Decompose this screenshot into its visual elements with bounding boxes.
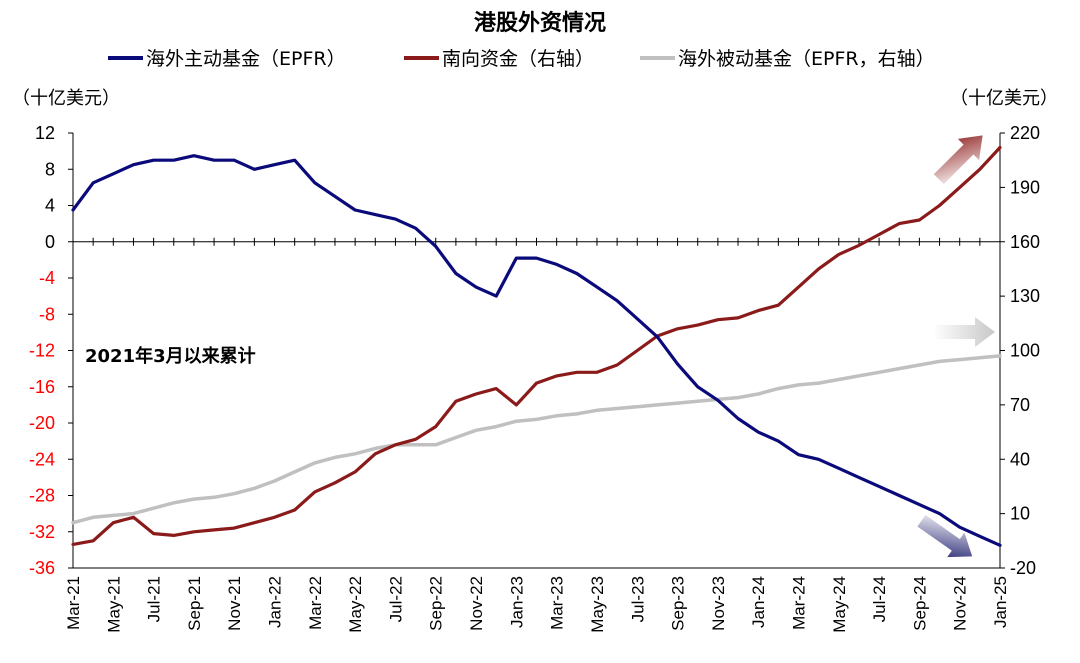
right-axis-unit: （十亿美元） (950, 88, 1058, 109)
x-tick-label: Mar-21 (64, 576, 83, 630)
series-layer (71, 145, 1002, 547)
right-tick-label: 190 (1010, 177, 1040, 197)
x-tick-label: Mar-23 (548, 576, 567, 630)
x-tick-label: Nov-22 (467, 576, 486, 631)
legend-label-passive-fund: 海外被动基金（EPFR，右轴） (678, 48, 935, 70)
x-tick-label: Jul-24 (870, 576, 889, 622)
arrow-up-right-icon (933, 135, 983, 185)
left-tick-label: -28 (29, 486, 55, 506)
arrow-right-icon (933, 317, 995, 347)
right-tick-label: 130 (1010, 286, 1040, 306)
trend-arrows (917, 135, 995, 558)
x-tick-label: Jan-24 (749, 576, 768, 628)
x-tick-label: Jul-23 (628, 576, 647, 622)
x-tick-label: May-21 (104, 576, 123, 633)
right-tick-label: -20 (1010, 558, 1036, 578)
x-tick-label: May-24 (830, 576, 849, 633)
left-axis-unit: （十亿美元） (12, 88, 120, 109)
arrow-down-right-icon (917, 515, 973, 558)
x-tick-label: Jan-25 (991, 576, 1010, 628)
x-tick-label: Nov-21 (225, 576, 244, 631)
x-tick-label: Sep-22 (427, 576, 446, 631)
series-line-0 (71, 154, 1002, 547)
x-tick-label: Mar-24 (789, 576, 808, 630)
arrow-down-right-icon-shape (917, 515, 973, 558)
x-tick-label: May-23 (588, 576, 607, 633)
cumulative-annotation: 2021年3月以来累计 (85, 345, 256, 367)
x-tick-label: Mar-22 (306, 576, 325, 630)
right-tick-label: 40 (1010, 449, 1030, 469)
left-tick-label: -4 (39, 268, 55, 288)
x-tick-label: Sep-21 (185, 576, 204, 631)
left-tick-label: -36 (29, 558, 55, 578)
left-tick-label: 12 (35, 123, 55, 143)
arrow-right-icon-shape (933, 317, 995, 347)
x-tick-label: Nov-24 (951, 576, 970, 631)
legend-label-active-fund: 海外主动基金（EPFR） (146, 48, 346, 70)
series-line-1 (71, 145, 1002, 547)
chart-title: 港股外资情况 (474, 10, 606, 36)
x-tick-label: May-22 (346, 576, 365, 633)
axes: 12840-4-8-12-16-20-24-28-32-362201901601… (29, 123, 1040, 633)
left-tick-label: -24 (29, 449, 55, 469)
x-tick-label: Nov-23 (709, 576, 728, 631)
x-tick-label: Sep-23 (669, 576, 688, 631)
right-tick-label: 70 (1010, 395, 1030, 415)
x-tick-label: Jul-22 (386, 576, 405, 622)
x-tick-label: Jan-22 (266, 576, 285, 628)
x-tick-label: Jul-21 (145, 576, 164, 622)
left-tick-label: 8 (45, 159, 55, 179)
right-tick-label: 160 (1010, 232, 1040, 252)
arrow-up-right-icon-shape (933, 135, 983, 185)
left-tick-label: -20 (29, 413, 55, 433)
x-tick-label: Sep-24 (910, 576, 929, 631)
left-tick-label: -16 (29, 377, 55, 397)
left-tick-label: 4 (45, 196, 55, 216)
left-tick-label: -32 (29, 522, 55, 542)
legend: 海外主动基金（EPFR） 南向资金（右轴） 海外被动基金（EPFR，右轴） (108, 48, 935, 70)
right-tick-label: 220 (1010, 123, 1040, 143)
x-tick-label: Jan-23 (507, 576, 526, 628)
left-tick-label: -8 (39, 304, 55, 324)
legend-label-southbound: 南向资金（右轴） (442, 48, 594, 70)
left-tick-label: -12 (29, 341, 55, 361)
right-tick-label: 100 (1010, 341, 1040, 361)
series-line-2 (71, 354, 1002, 525)
right-tick-label: 10 (1010, 504, 1030, 524)
left-tick-label: 0 (45, 232, 55, 252)
